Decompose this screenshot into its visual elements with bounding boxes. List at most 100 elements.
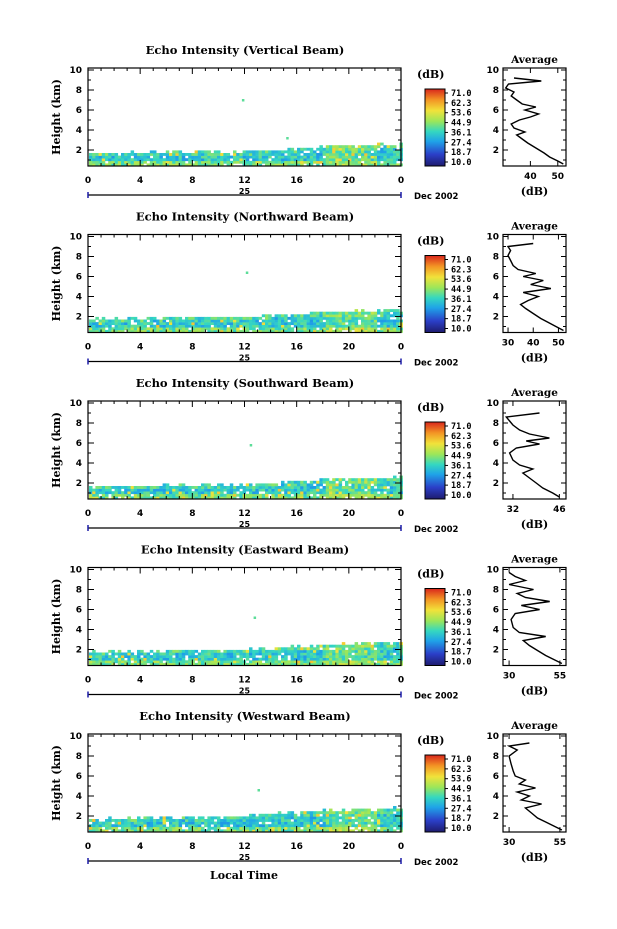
echo-cell [396,319,400,323]
echo-cell [329,160,333,164]
x-tick-label: 4 [137,509,143,519]
echo-cell [361,163,365,167]
echo-cell [127,657,131,661]
echo-cell [335,314,339,318]
echo-cell [98,491,103,495]
echo-cell [341,813,346,817]
echo-cell [380,829,384,833]
echo-cell [271,813,275,817]
echo-cell [316,647,320,651]
echo-cell [108,821,112,825]
echo-cell [268,813,272,817]
echo-cell [137,493,141,497]
echo-cell [133,824,138,828]
echo-cell [98,657,103,661]
echo-cell [271,655,275,658]
echo-cell [207,816,211,820]
echo-cell [197,493,202,497]
echo-cell [341,826,346,830]
echo-cell [95,153,99,156]
echo-cell [188,816,192,820]
echo-cell [137,329,141,333]
echo-cell [389,813,394,817]
echo-cell [373,327,378,331]
echo-cell [357,660,362,664]
echo-cell [383,311,387,315]
echo-cell [175,660,179,664]
colorbar-tick-label: 62.3 [451,598,471,608]
echo-cell [361,311,365,315]
day-label: 25 [239,687,251,696]
echo-cell [284,488,288,492]
echo-cell [271,483,275,487]
echo-cell [175,493,179,497]
x-tick-label: 16 [290,176,303,186]
echo-cell [169,322,173,325]
echo-cell [191,649,195,653]
echo-cell [117,649,122,653]
echo-cell [377,496,381,500]
echo-cell [351,311,355,315]
echo-cell [197,824,202,828]
echo-cell [281,153,285,156]
echo-cell [239,649,243,653]
echo-cell [101,824,106,828]
echo-cell [290,491,295,495]
echo-cell [316,660,320,664]
echo-cell [364,813,368,817]
echo-cell [306,493,311,497]
echo-cell [332,314,336,318]
date-label: Dec 2002 [414,692,459,702]
echo-cell [377,493,381,497]
echo-cell [364,660,368,664]
echo-cell [258,155,263,159]
echo-cell [364,657,368,661]
echo-cell [325,811,330,815]
echo-cell [396,311,400,315]
echo-cell [361,322,365,325]
echo-cell [316,329,320,333]
echo-cell [191,153,195,156]
echo-cell [370,155,375,159]
echo-cell [277,826,282,830]
echo-cell [245,160,250,164]
echo-cell [351,153,355,156]
echo-cell [300,322,304,325]
echo-cell [345,644,349,648]
echo-cell [274,657,279,661]
echo-cell [367,819,371,822]
echo-cell [140,329,144,333]
echo-cell [335,319,339,323]
echo-cell [111,491,115,495]
echo-cell [249,327,253,331]
echo-cell [236,829,240,833]
echo-cell [380,813,384,817]
echo-cell [357,316,362,320]
echo-cell [309,483,314,487]
echo-cell [217,488,221,492]
echo-cell [207,327,211,331]
echo-cell [345,819,349,822]
echo-cell [121,153,125,156]
echo-cell [316,311,320,315]
echo-cell [309,311,314,315]
echo-cell [393,493,397,497]
echo-cell [284,160,288,164]
echo-cell [185,327,189,331]
echo-cell [290,655,295,658]
echo-cell [233,652,237,656]
echo-cell [165,158,170,162]
echo-cell [354,329,359,333]
echo-cell [396,655,400,658]
echo-cell [156,493,160,497]
echo-cell [290,150,295,154]
echo-cell [165,819,170,822]
avg-x-label: (dB) [521,518,548,531]
echo-cell [245,158,250,162]
echo-cell [143,655,147,658]
echo-cell [338,644,343,648]
echo-cell [322,311,327,315]
echo-cell [361,309,365,312]
echo-cell [341,147,346,151]
